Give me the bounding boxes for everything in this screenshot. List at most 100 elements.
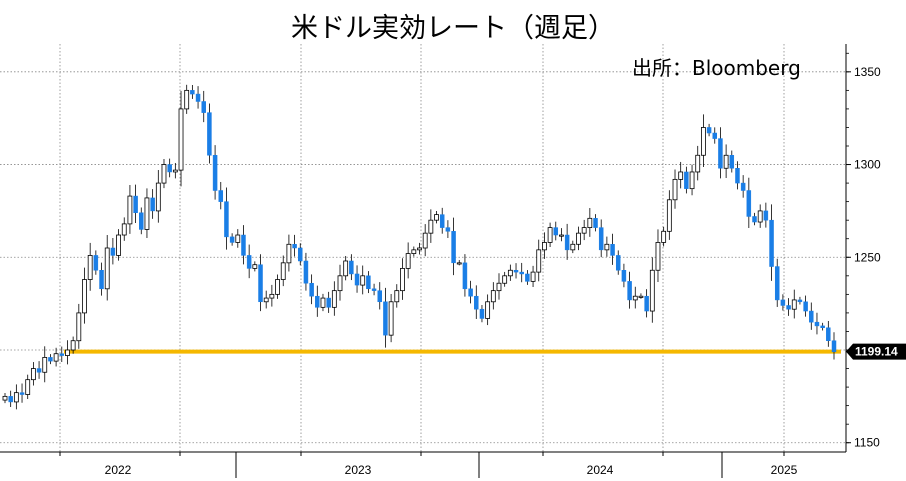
candle-down (786, 305, 791, 310)
candle-down (229, 236, 235, 243)
candle-down (377, 290, 383, 303)
candle-down (706, 127, 712, 134)
candle-down (246, 255, 252, 269)
candle-down (445, 227, 451, 232)
candle-down (809, 310, 814, 323)
y-tick-label: 1150 (854, 436, 880, 450)
candle-up (490, 290, 496, 303)
candle-up (411, 249, 417, 254)
candle-up (456, 262, 462, 265)
candle-down (349, 260, 354, 275)
candle-down (241, 234, 246, 256)
y-tick-label: 1250 (854, 250, 881, 264)
candle-down (468, 288, 473, 297)
candle-down (684, 171, 689, 189)
candle-down (553, 227, 559, 236)
candle-down (36, 368, 42, 373)
candle-up (496, 282, 502, 292)
candle-down (201, 101, 206, 113)
candle-down (740, 182, 746, 191)
candle-up (666, 199, 672, 232)
candle-up (576, 232, 581, 245)
candle-up (417, 247, 422, 251)
candle-up (581, 227, 587, 234)
candle-down (110, 247, 116, 256)
candle-up (343, 260, 349, 277)
candle-up (87, 255, 93, 280)
candle-down (383, 301, 388, 336)
candle-down (99, 270, 104, 290)
candle-down (139, 212, 144, 230)
source-label: 出所：Bloomberg (632, 56, 801, 80)
candle-down (309, 282, 314, 297)
candle-down (303, 260, 309, 284)
candle-up (25, 379, 31, 395)
candle-down (212, 155, 218, 191)
candle-up (337, 275, 343, 292)
candle-up (121, 223, 127, 236)
candle-up (155, 182, 161, 212)
candle-up (649, 269, 655, 312)
candle-up (428, 219, 434, 234)
candle-up (604, 243, 610, 251)
candle-down (718, 138, 723, 169)
candle-up (2, 395, 8, 401)
candle-up (485, 301, 491, 319)
candle-up (104, 247, 110, 290)
candle-up (53, 353, 59, 362)
candle-up (161, 164, 167, 184)
candle-up (632, 295, 638, 301)
candle-down (315, 295, 320, 308)
candle-up (672, 178, 678, 201)
x-tick-label: 2023 (345, 463, 372, 477)
candle-up (405, 253, 411, 269)
candle-up (530, 271, 536, 282)
candle-up (269, 293, 275, 299)
candle-down (735, 168, 740, 184)
candle-down (298, 247, 303, 262)
candle-down (479, 308, 485, 319)
candle-down (190, 90, 195, 95)
candle-down (615, 255, 621, 271)
candles (2, 84, 837, 410)
candle-up (723, 154, 729, 169)
candle-up (263, 297, 269, 303)
last-value-label: 1199.14 (855, 345, 898, 359)
candle-down (258, 264, 263, 303)
candle-down (831, 340, 837, 353)
candle-down (93, 255, 99, 271)
candle-up (542, 242, 547, 251)
candle-up (400, 267, 405, 292)
candle-down (763, 210, 769, 221)
candle-up (360, 275, 366, 286)
candle-down (59, 353, 65, 356)
candle-up (638, 295, 644, 298)
candle-up (536, 249, 542, 273)
x-tick-label: 2022 (105, 463, 132, 477)
candle-up (434, 214, 439, 221)
candle-down (627, 281, 632, 301)
candle-up (661, 230, 667, 243)
candle-down (224, 201, 229, 238)
candle-up (507, 269, 513, 277)
candle-down (826, 327, 831, 341)
candle-up (30, 368, 36, 381)
candle-up (757, 210, 763, 223)
candle-down (8, 396, 13, 403)
candle-down (820, 325, 825, 328)
candle-up (275, 279, 280, 295)
candle-down (451, 231, 456, 264)
candle-down (780, 299, 786, 306)
candle-up (689, 171, 695, 190)
candle-up (252, 264, 258, 269)
candle-up (678, 171, 684, 180)
candle-down (525, 273, 530, 282)
candle-down (354, 273, 360, 286)
candle-up (280, 262, 286, 280)
candle-up (320, 297, 326, 308)
candle-down (150, 197, 155, 212)
candle-up (394, 290, 400, 303)
candle-up (701, 127, 706, 156)
candle-up (13, 392, 19, 403)
